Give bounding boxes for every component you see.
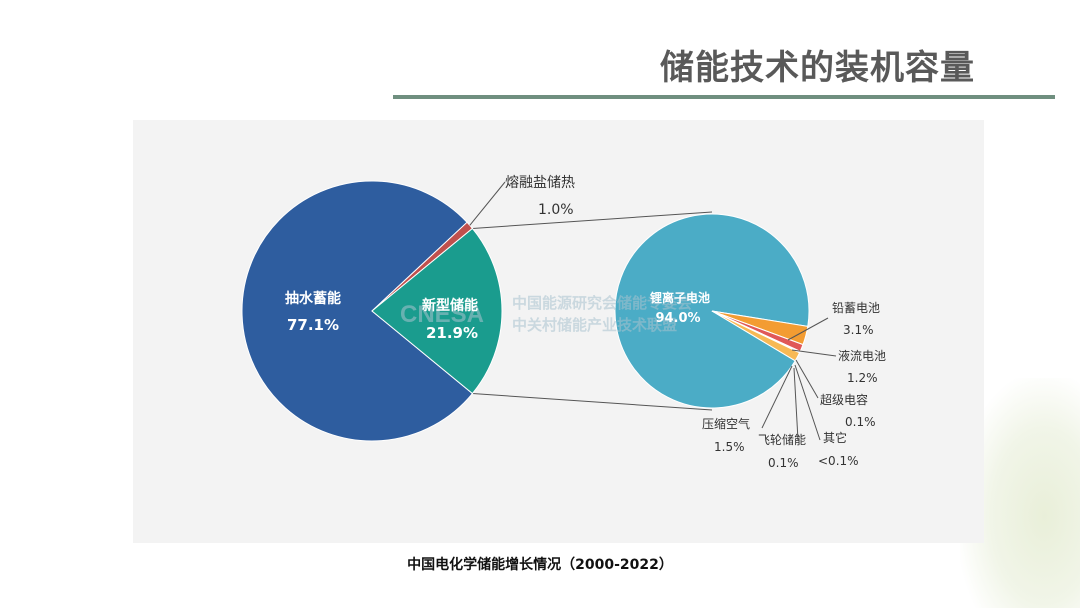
leader-flywheel	[793, 367, 799, 441]
label-new-storage-name: 新型储能	[422, 297, 478, 314]
leader-supercap	[795, 359, 819, 399]
label-flywheel-name: 飞轮储能	[758, 432, 806, 447]
label-flow-value: 1.2%	[847, 371, 878, 385]
connector-bottom	[472, 393, 713, 411]
watermark-line2: 中关村储能产业技术联盟	[512, 316, 677, 334]
label-flow-name: 液流电池	[838, 348, 886, 363]
leader-compressed-air	[761, 365, 793, 429]
label-pumped-name: 抽水蓄能	[285, 290, 341, 307]
label-supercap-value: 0.1%	[845, 415, 876, 429]
leader-molten-salt	[469, 181, 506, 226]
watermark-logo: CNESA	[400, 301, 484, 328]
slice-new-storage	[371, 227, 503, 395]
label-other-name: 其它	[823, 430, 847, 445]
leader-flow	[791, 349, 837, 357]
title-underline	[393, 95, 1055, 99]
watermark-line1: 中国能源研究会储能专委会	[512, 294, 692, 312]
slice-pumped-storage	[241, 180, 474, 442]
leader-lines	[469, 181, 837, 441]
label-molten-salt-value: 1.0%	[538, 202, 574, 218]
connector-lines	[472, 211, 713, 411]
connector-top	[472, 211, 713, 229]
label-lead-value: 3.1%	[843, 323, 874, 337]
slice-compressed-air	[711, 310, 801, 362]
label-compressed-air-name: 压缩空气	[702, 416, 750, 431]
label-molten-salt-name: 熔融盐储热	[505, 175, 575, 191]
leader-other	[794, 364, 821, 441]
label-flywheel-value: 0.1%	[768, 456, 799, 470]
label-compressed-air-value: 1.5%	[714, 440, 745, 454]
leader-lead	[787, 317, 829, 341]
chart-caption: 中国电化学储能增长情况（2000-2022）	[407, 557, 673, 573]
breakdown-pie	[614, 213, 810, 409]
label-li-ion-name: 锂离子电池	[650, 290, 710, 305]
label-new-storage-value: 21.9%	[426, 324, 478, 342]
label-li-ion-value: 94.0%	[655, 311, 700, 326]
main-pie	[241, 180, 503, 442]
label-other-value: <0.1%	[818, 454, 859, 468]
watermark: CNESA 中国能源研究会储能专委会 中关村储能产业技术联盟	[400, 294, 692, 334]
slide-title: 储能技术的装机容量	[660, 48, 975, 88]
label-lead-name: 铅蓄电池	[832, 301, 880, 315]
label-supercap-name: 超级电容	[820, 392, 868, 407]
label-pumped-value: 77.1%	[287, 316, 339, 334]
